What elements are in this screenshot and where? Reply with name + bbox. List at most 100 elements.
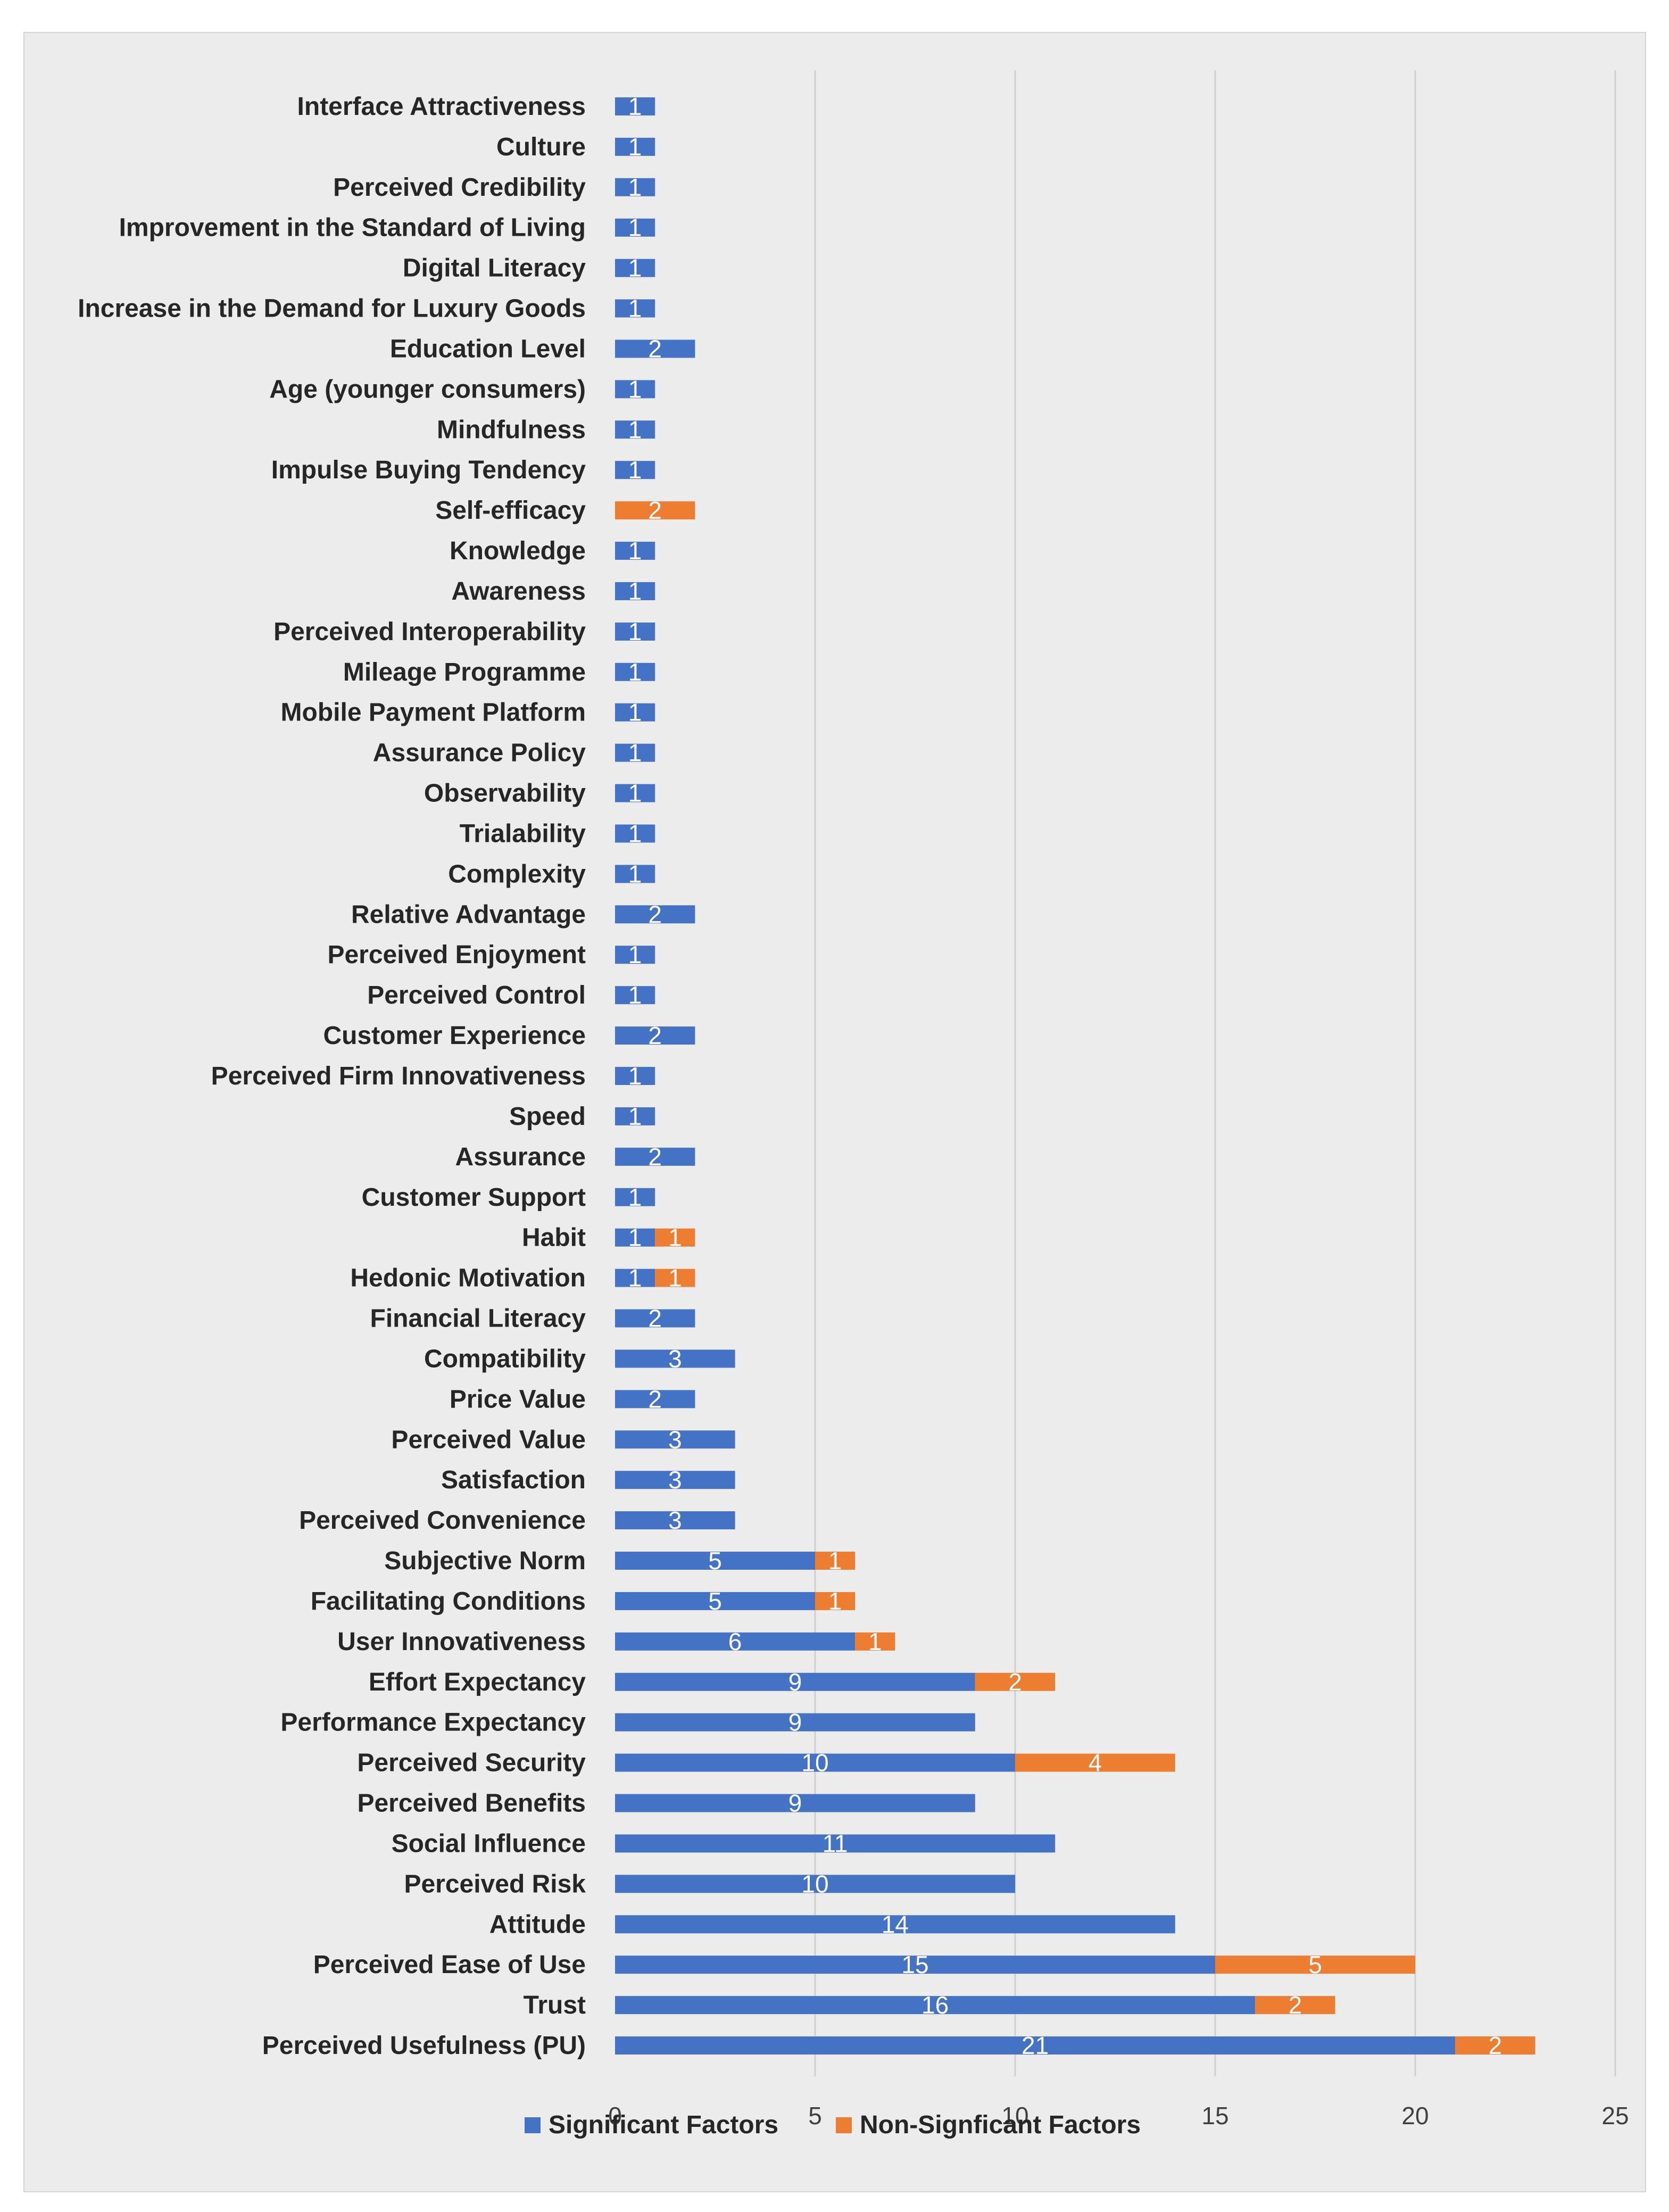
data-label-significant: 2 — [648, 335, 662, 362]
category-label: Mindfulness — [437, 416, 586, 444]
data-label-significant: 10 — [801, 1749, 828, 1777]
data-label-significant: 1 — [628, 860, 642, 888]
data-label-significant: 1 — [628, 1103, 642, 1130]
bar-significant — [615, 1956, 1215, 1974]
bar-significant — [615, 784, 655, 802]
data-label-significant: 1 — [628, 780, 642, 807]
bar-significant — [615, 178, 655, 196]
category-label: Improvement in the Standard of Living — [119, 214, 586, 242]
category-label: Perceived Firm Innovativeness — [211, 1062, 586, 1090]
category-label: Digital Literacy — [403, 254, 586, 283]
data-label-significant: 1 — [628, 941, 642, 968]
bar-non-significant — [655, 1269, 695, 1287]
legend: Significant Factors Non-Signficant Facto… — [525, 2111, 1141, 2139]
bar-significant — [615, 905, 695, 924]
bar-significant — [615, 824, 655, 843]
bar-non-significant — [815, 1592, 856, 1610]
bar-significant — [615, 582, 655, 600]
bar-significant — [615, 662, 655, 681]
legend-swatch-significant — [525, 2117, 541, 2133]
bar-significant — [615, 946, 655, 964]
bar-significant — [615, 703, 655, 722]
data-label-non-significant: 2 — [1489, 2032, 1502, 2059]
category-label: Perceived Control — [367, 981, 586, 1009]
category-label: Complexity — [448, 860, 586, 888]
bar-significant — [615, 1996, 1256, 2015]
category-labels: Interface Attractiveness Culture Perceived… — [78, 93, 586, 2060]
bar-significant — [615, 622, 655, 641]
category-label: Customer Experience — [323, 1022, 586, 1050]
category-label: Observability — [424, 780, 586, 808]
legend-swatch-non-significant — [836, 2117, 852, 2133]
bar-significant — [615, 1430, 735, 1449]
data-label-significant: 1 — [628, 254, 642, 282]
data-label-significant: 1 — [628, 739, 642, 767]
data-label-significant: 1 — [628, 416, 642, 443]
bar-non-significant — [1455, 2036, 1535, 2055]
bar-significant — [615, 299, 655, 318]
category-label: Financial Literacy — [370, 1305, 586, 1333]
data-label-significant: 1 — [628, 577, 642, 605]
category-label: Speed — [509, 1103, 586, 1131]
category-label: Awareness — [451, 577, 586, 606]
category-label: Mobile Payment Platform — [281, 699, 586, 727]
bar-non-significant — [655, 1228, 695, 1247]
bar-non-significant — [1255, 1996, 1335, 2015]
category-label: Customer Support — [362, 1183, 586, 1212]
data-label-significant: 2 — [648, 1143, 662, 1171]
category-label: Mileage Programme — [343, 658, 586, 686]
bar-significant — [615, 380, 655, 399]
data-label-significant: 14 — [882, 1910, 909, 1938]
data-label-significant: 3 — [668, 1345, 682, 1372]
category-label: Perceived Convenience — [299, 1506, 586, 1535]
category-label: Impulse Buying Tendency — [271, 456, 586, 484]
category-label: Satisfaction — [441, 1466, 586, 1494]
data-label-significant: 1 — [628, 93, 642, 120]
category-label: Perceived Risk — [404, 1870, 586, 1898]
data-label-significant: 9 — [788, 1709, 802, 1736]
data-label-significant: 11 — [823, 1829, 848, 1857]
bar-significant — [615, 1552, 815, 1570]
data-label-significant: 1 — [628, 981, 642, 1009]
bar-significant — [615, 137, 655, 156]
data-label-significant: 5 — [708, 1547, 722, 1575]
data-label-significant: 1 — [628, 1183, 642, 1211]
category-label: Effort Expectancy — [369, 1668, 586, 1696]
data-label-significant: 2 — [648, 1385, 662, 1413]
bar-significant — [615, 1107, 655, 1125]
category-label: Perceived Enjoyment — [327, 941, 586, 969]
data-label-significant: 9 — [788, 1790, 802, 1817]
category-label: Perceived Security — [357, 1749, 586, 1777]
category-label: Trust — [524, 1991, 586, 2019]
x-tick-label: 10 — [1001, 2102, 1028, 2130]
category-label: Interface Attractiveness — [297, 93, 586, 121]
data-label-non-significant: 2 — [648, 496, 662, 524]
x-tick-label: 5 — [808, 2102, 822, 2130]
category-label: Education Level — [390, 335, 586, 363]
bar-significant — [615, 1390, 695, 1409]
data-label-non-significant: 1 — [828, 1587, 842, 1615]
category-label: Assurance Policy — [373, 739, 586, 767]
data-label-significant: 2 — [648, 900, 662, 928]
category-label: Hedonic Motivation — [350, 1264, 586, 1293]
category-label: Age (younger consumers) — [269, 375, 586, 403]
legend-label-non-significant: Non-Signficant Factors — [860, 2111, 1141, 2139]
x-tick-label: 20 — [1401, 2102, 1429, 2130]
data-label-non-significant: 1 — [828, 1547, 842, 1575]
category-label: Trialability — [460, 819, 586, 848]
data-label-significant: 3 — [668, 1426, 682, 1453]
x-tick-label: 25 — [1601, 2102, 1629, 2130]
data-label-significant: 2 — [648, 1305, 662, 1332]
data-label-significant: 1 — [628, 1062, 642, 1090]
data-label-significant: 1 — [628, 295, 642, 322]
gridlines — [814, 70, 1616, 2076]
bar-significant — [615, 1471, 735, 1489]
data-label-significant: 1 — [628, 658, 642, 686]
category-label: Culture — [496, 133, 586, 161]
data-label-significant: 1 — [628, 456, 642, 484]
category-label: Increase in the Demand for Luxury Goods — [78, 295, 586, 323]
category-label: Relative Advantage — [351, 900, 586, 929]
bar-significant — [615, 97, 655, 115]
